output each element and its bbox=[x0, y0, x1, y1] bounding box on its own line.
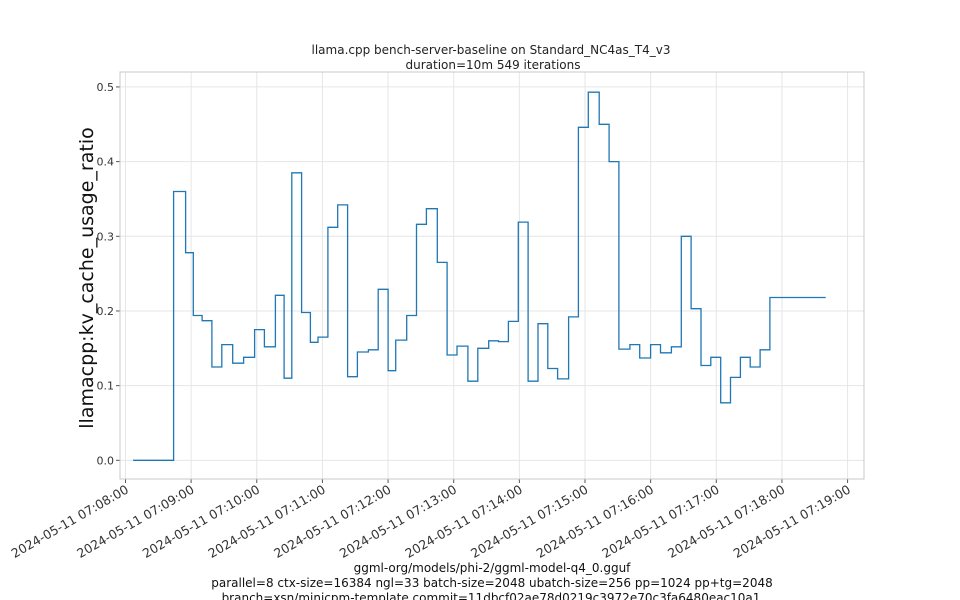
y-tick-label: 0.0 bbox=[97, 454, 115, 467]
x-tick-label: 2024-05-11 07:15:00 bbox=[468, 482, 591, 561]
x-tick-label: 2024-05-11 07:16:00 bbox=[534, 482, 657, 561]
y-tick-label: 0.2 bbox=[97, 305, 115, 318]
chart-subtitle: duration=10m 549 iterations bbox=[406, 58, 581, 72]
x-tick-label: 2024-05-11 07:09:00 bbox=[74, 482, 197, 561]
chart-title: llama.cpp bench-server-baseline on Stand… bbox=[312, 43, 671, 57]
grid bbox=[120, 72, 864, 479]
x-tick-label: 2024-05-11 07:17:00 bbox=[599, 482, 722, 561]
series-layer bbox=[133, 91, 826, 461]
y-tick-label: 0.3 bbox=[97, 230, 115, 243]
x-tick-label: 2024-05-11 07:14:00 bbox=[402, 482, 525, 561]
axes bbox=[116, 71, 865, 483]
x-tick-label: 2024-05-11 07:13:00 bbox=[337, 482, 460, 561]
x-tick-label: 2024-05-11 07:19:00 bbox=[731, 482, 854, 561]
series-line bbox=[133, 91, 826, 461]
y-tick-label: 0.5 bbox=[97, 81, 115, 94]
x-tick-label: 2024-05-11 07:11:00 bbox=[205, 482, 328, 561]
footer-line-model: ggml-org/models/phi-2/ggml-model-q4_0.gg… bbox=[354, 561, 632, 575]
footer-line-params: parallel=8 ctx-size=16384 ngl=33 batch-s… bbox=[211, 576, 772, 590]
x-tick-label: 2024-05-11 07:18:00 bbox=[665, 482, 788, 561]
y-tick-label: 0.1 bbox=[97, 380, 115, 393]
y-tick-label: 0.4 bbox=[97, 156, 115, 169]
y-tick-labels: 0.0 0.1 0.2 0.3 0.4 0.5 bbox=[97, 81, 115, 467]
x-tick-label: 2024-05-11 07:12:00 bbox=[271, 482, 394, 561]
x-tick-label: 2024-05-11 07:08:00 bbox=[8, 482, 131, 561]
plot-frame bbox=[119, 71, 865, 480]
footer-line-branch: branch=xsn/minicpm-template commit=11dbc… bbox=[222, 591, 761, 600]
y-axis-label: llamacpp:kv_cache_usage_ratio bbox=[76, 127, 98, 428]
x-tick-label: 2024-05-11 07:10:00 bbox=[140, 482, 263, 561]
